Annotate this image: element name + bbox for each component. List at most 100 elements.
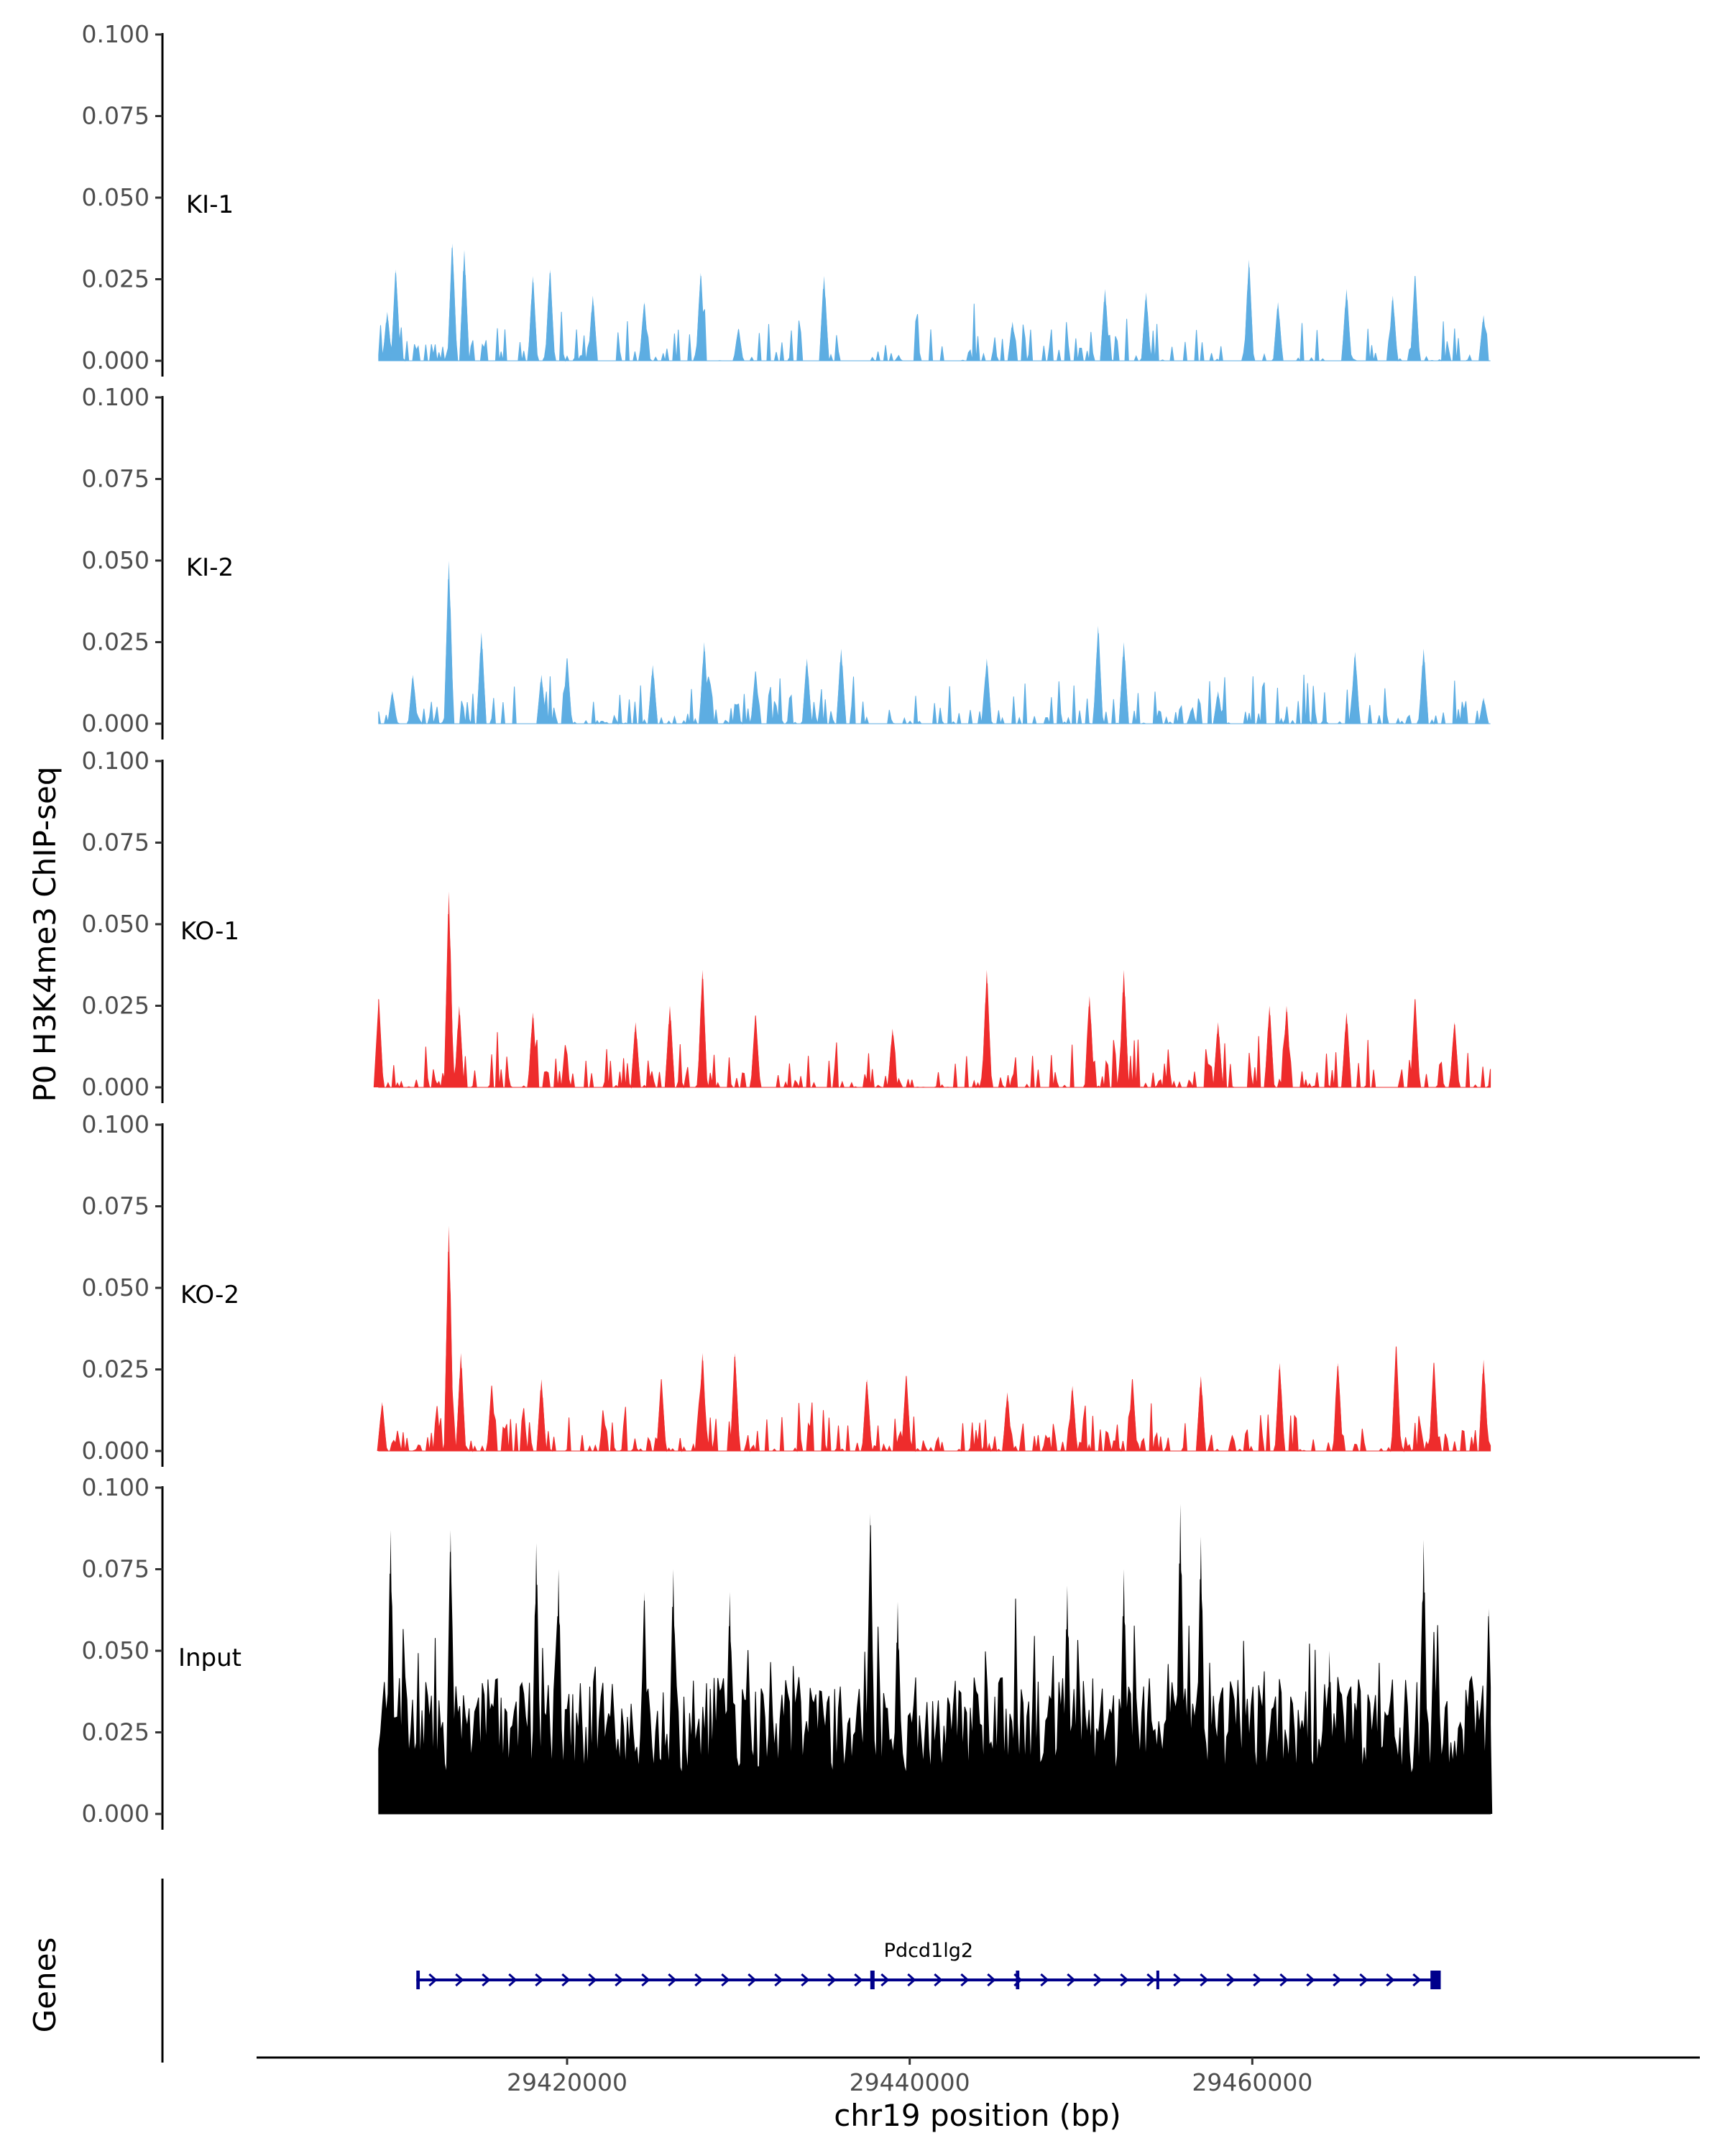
peak-mark (836, 648, 847, 724)
strand-arrow (1253, 1973, 1262, 1987)
strand-arrow (960, 1973, 970, 1987)
peak-mark (669, 1569, 677, 1814)
strand-arrow (1279, 1973, 1289, 1987)
strand-arrow (1040, 1973, 1049, 1987)
x-tick-label: 29460000 (1192, 2068, 1312, 2096)
y-tick-label: 0.025 (82, 992, 150, 1020)
track-label: KI-2 (186, 553, 234, 582)
y-tick-label: 0.050 (82, 183, 150, 211)
peak-mark (1084, 995, 1095, 1087)
peak-mark (1341, 289, 1352, 361)
strand-arrow (535, 1973, 544, 1987)
y-tick-label: 0.050 (82, 1636, 150, 1664)
y-tick-label: 0.000 (82, 1073, 150, 1101)
peak-mark (640, 1592, 648, 1814)
peak-mark (819, 276, 829, 361)
peak-mark (730, 1353, 740, 1451)
y-tick-label: 0.050 (82, 1273, 150, 1302)
peak-mark (1127, 1379, 1138, 1451)
peak-mark (587, 295, 598, 361)
peak-mark (545, 269, 556, 361)
y-tick-label: 0.025 (82, 1355, 150, 1383)
track-label: Input (178, 1644, 242, 1672)
peak-mark (648, 665, 658, 724)
track-ko-2: 0.000 0.025 0.050 0.075 0.100 KO-2 (82, 1110, 1491, 1467)
peak-mark (656, 1379, 667, 1451)
peak-mark (1118, 642, 1129, 724)
y-tick-label: 0.000 (82, 709, 150, 737)
strand-arrow (482, 1973, 491, 1987)
peak-mark (1002, 1392, 1013, 1451)
strand-arrow (615, 1973, 624, 1987)
y-tick-label: 0.100 (82, 1473, 150, 1501)
peak-mark (454, 1005, 464, 1087)
strand-arrow (934, 1973, 943, 1987)
strand-arrow (1226, 1973, 1236, 1987)
track-label: KO-2 (180, 1281, 239, 1309)
exon (1016, 1971, 1020, 1989)
peak-mark (408, 674, 418, 724)
signal-area-ko-1 (378, 913, 1491, 1089)
peak-mark (456, 1353, 466, 1451)
strand-arrow (1386, 1973, 1395, 1987)
peak-mark (476, 632, 487, 724)
peak-mark (1141, 292, 1151, 361)
strand-arrow (827, 1973, 837, 1987)
strand-arrow (508, 1973, 518, 1987)
peak-mark (1213, 691, 1223, 724)
peak-mark (862, 1379, 873, 1451)
y-axis-title: P0 H3K4me3 ChIP-seq (27, 766, 63, 1102)
strand-arrow (561, 1973, 571, 1987)
peak-mark (1243, 259, 1254, 361)
strand-arrow (694, 1973, 704, 1987)
peak-mark (894, 1601, 901, 1814)
x-tick-label: 29420000 (507, 2068, 627, 2096)
y-tick-label: 0.100 (82, 747, 150, 775)
track-ki-2: 0.000 0.025 0.050 0.075 0.100 KI-2 (82, 383, 1491, 740)
strand-arrow (1412, 1973, 1422, 1987)
signal-area-input (378, 1525, 1491, 1815)
strand-arrow (1120, 1973, 1129, 1987)
peak-mark (382, 311, 392, 361)
peak-mark (1177, 1503, 1184, 1814)
peak-mark (1478, 697, 1489, 724)
peak-mark (487, 1386, 497, 1451)
peak-mark (1197, 1537, 1205, 1814)
y-tick-label: 0.075 (82, 1192, 150, 1220)
peak-mark (387, 691, 397, 724)
strand-arrow (668, 1973, 677, 1987)
peak-mark (1333, 1363, 1343, 1451)
peak-mark (697, 969, 708, 1087)
peak-mark (1273, 302, 1284, 361)
peak-mark (373, 999, 384, 1087)
peak-mark (1449, 1022, 1460, 1087)
peak-mark (726, 1592, 734, 1814)
y-tick-label: 0.025 (82, 628, 150, 656)
y-tick-label: 0.075 (82, 1555, 150, 1583)
peak-mark (1264, 1005, 1275, 1087)
peak-mark (697, 1353, 708, 1451)
peak-mark (536, 674, 547, 724)
peak-mark (1282, 1005, 1292, 1087)
peak-mark (1387, 295, 1398, 361)
track-label: KO-1 (180, 917, 239, 946)
peak-mark (866, 1514, 874, 1814)
peak-mark (390, 269, 401, 361)
track-ki-1: 0.000 0.025 0.050 0.075 0.100 KI-1 (82, 20, 1491, 377)
peak-mark (533, 1543, 540, 1814)
y-tick-label: 0.100 (82, 383, 150, 411)
peak-mark (1100, 289, 1110, 361)
strand-arrow (748, 1973, 757, 1987)
peak-mark (1420, 1539, 1427, 1814)
peak-mark (1391, 1346, 1402, 1451)
y-tick-label: 0.100 (82, 20, 150, 48)
y-tick-label: 0.100 (82, 1110, 150, 1138)
strand-arrow (1200, 1973, 1209, 1987)
exon (1156, 1971, 1159, 1989)
y-tick-label: 0.050 (82, 546, 150, 574)
strand-arrow (774, 1973, 783, 1987)
peak-mark (1118, 969, 1129, 1087)
exon (416, 1971, 420, 1989)
peak-mark (887, 1028, 898, 1087)
